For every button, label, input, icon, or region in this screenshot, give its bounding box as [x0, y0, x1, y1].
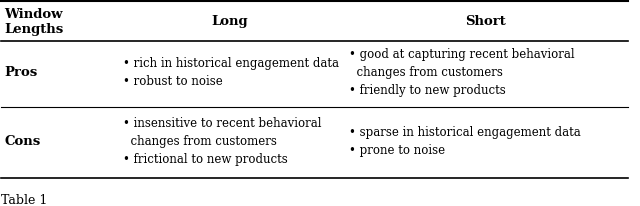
Text: • sparse in historical engagement data
• prone to noise: • sparse in historical engagement data •…: [349, 126, 580, 157]
Text: Cons: Cons: [4, 135, 41, 148]
Text: • good at capturing recent behavioral
  changes from customers
• friendly to new: • good at capturing recent behavioral ch…: [349, 48, 575, 97]
Text: Pros: Pros: [4, 66, 38, 79]
Text: Short: Short: [465, 15, 506, 28]
Text: Long: Long: [212, 15, 248, 28]
Text: • insensitive to recent behavioral
  changes from customers
• frictional to new : • insensitive to recent behavioral chang…: [124, 117, 322, 166]
Text: Table 1: Table 1: [1, 194, 48, 206]
Text: Window
Lengths: Window Lengths: [4, 8, 64, 36]
Text: • rich in historical engagement data
• robust to noise: • rich in historical engagement data • r…: [124, 57, 339, 88]
